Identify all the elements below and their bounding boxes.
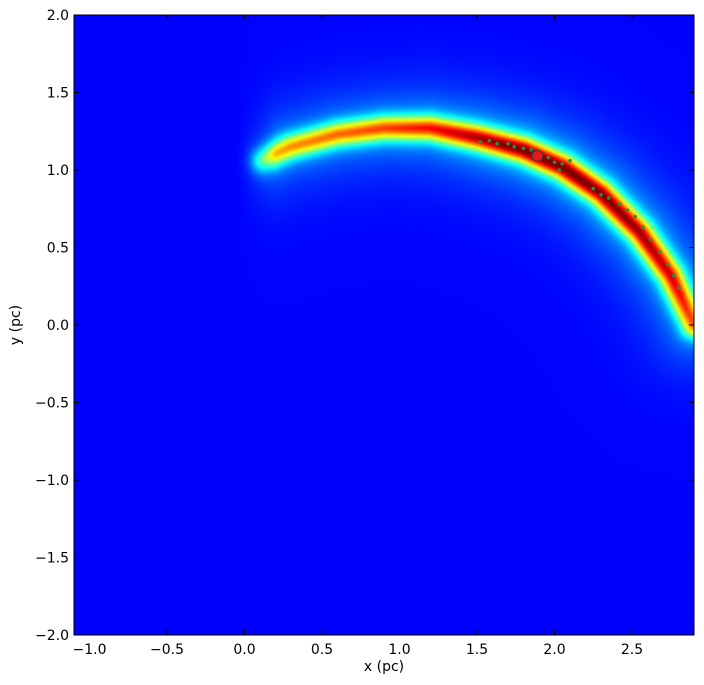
y-tick-label: 1.0	[47, 163, 69, 179]
y-tick-label: 0.0	[47, 318, 69, 334]
y-axis-label: y (pc)	[8, 305, 24, 345]
star-point	[521, 146, 526, 151]
x-axis-label: x (pc)	[364, 659, 404, 675]
star-point	[606, 196, 611, 200]
star-point	[552, 160, 557, 165]
star-point	[506, 141, 510, 146]
star-point	[633, 214, 637, 219]
star-point	[487, 138, 492, 143]
marker-layer	[531, 150, 544, 163]
y-tick-label: −1.0	[35, 473, 69, 489]
star-point	[625, 208, 630, 213]
star-point	[676, 286, 681, 290]
star-point	[665, 262, 670, 267]
x-tick-label: 1.5	[466, 642, 488, 658]
x-tick-label: −0.5	[150, 642, 184, 658]
star-point	[658, 250, 662, 254]
star-point	[591, 186, 596, 191]
star-point	[557, 168, 561, 172]
x-tick-label: 2.5	[621, 642, 643, 658]
y-tick-label: −2.0	[35, 628, 69, 644]
star-point	[672, 273, 676, 278]
y-tick-label: −1.5	[35, 551, 69, 567]
y-tick-label: 2.0	[47, 8, 69, 24]
highlight-marker	[531, 150, 544, 163]
star-point	[568, 158, 572, 163]
x-tick-label: 1.0	[388, 642, 410, 658]
star-point	[512, 144, 516, 149]
ticks-layer: −1.0 −0.5 0.0 0.5 1.0 1.5 2.0 2.5 2.0 1.5 1.0 0.5 0.…	[35, 8, 694, 658]
star-point	[546, 155, 551, 160]
star-point	[495, 141, 499, 146]
star-point	[617, 202, 622, 206]
star-point	[560, 162, 565, 166]
star-point	[478, 140, 482, 144]
y-tick-label: 1.5	[47, 86, 69, 102]
star-point	[599, 193, 603, 197]
x-tick-label: −1.0	[73, 642, 107, 658]
star-point	[641, 225, 645, 230]
star-point	[648, 237, 653, 242]
y-tick-label: −0.5	[35, 396, 69, 412]
x-tick-label: 2.0	[543, 642, 565, 658]
x-tick-label: 0.0	[233, 642, 255, 658]
plot-area	[74, 15, 694, 635]
y-tick-label: 0.5	[47, 241, 69, 257]
heatmap-image	[74, 15, 694, 635]
x-tick-label: 0.5	[311, 642, 333, 658]
star-point	[529, 148, 534, 152]
